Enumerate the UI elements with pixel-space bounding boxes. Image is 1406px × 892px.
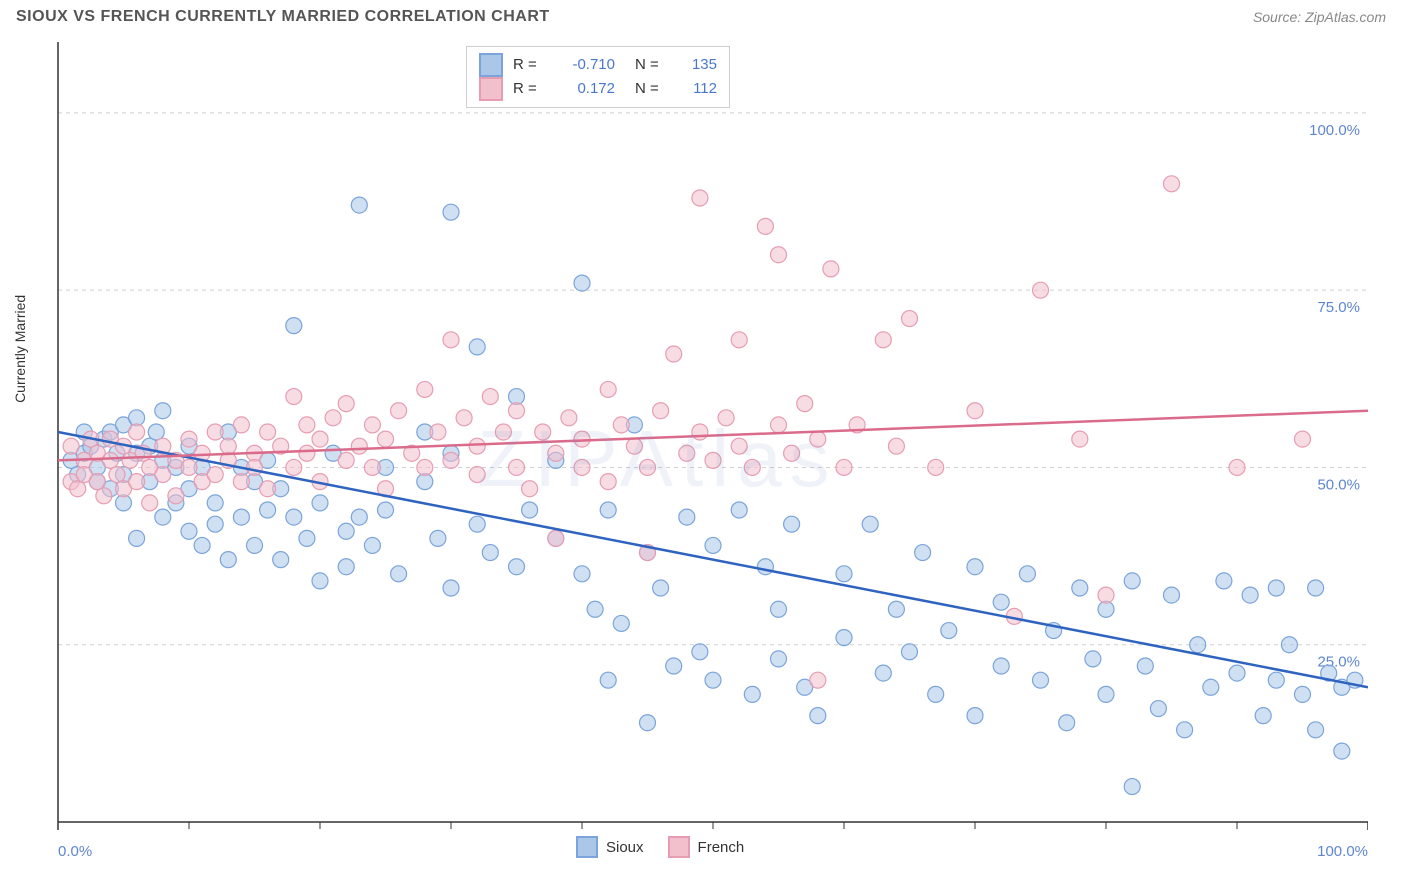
- source-label: Source: ZipAtlas.com: [1253, 9, 1386, 25]
- y-axis-label: Currently Married: [12, 295, 28, 403]
- legend-series-item: Sioux: [576, 836, 644, 858]
- svg-text:75.0%: 75.0%: [1317, 299, 1360, 316]
- chart-area: Currently Married 25.0%50.0%75.0%100.0%0…: [16, 32, 1390, 882]
- legend-stat-row: R =-0.710N =135: [479, 53, 717, 77]
- svg-text:100.0%: 100.0%: [1317, 843, 1368, 860]
- legend-stat-row: R =0.172N =112: [479, 77, 717, 101]
- chart-title: SIOUX VS FRENCH CURRENTLY MARRIED CORREL…: [16, 8, 550, 26]
- svg-text:100.0%: 100.0%: [1309, 122, 1360, 139]
- legend-series-item: French: [668, 836, 745, 858]
- scatter-chart: 25.0%50.0%75.0%100.0%0.0%100.0%: [16, 32, 1368, 882]
- svg-text:0.0%: 0.0%: [58, 843, 92, 860]
- legend-series: Sioux French: [576, 836, 744, 858]
- svg-text:50.0%: 50.0%: [1317, 476, 1360, 493]
- legend-correlation: R =-0.710N =135R =0.172N =112: [466, 46, 730, 108]
